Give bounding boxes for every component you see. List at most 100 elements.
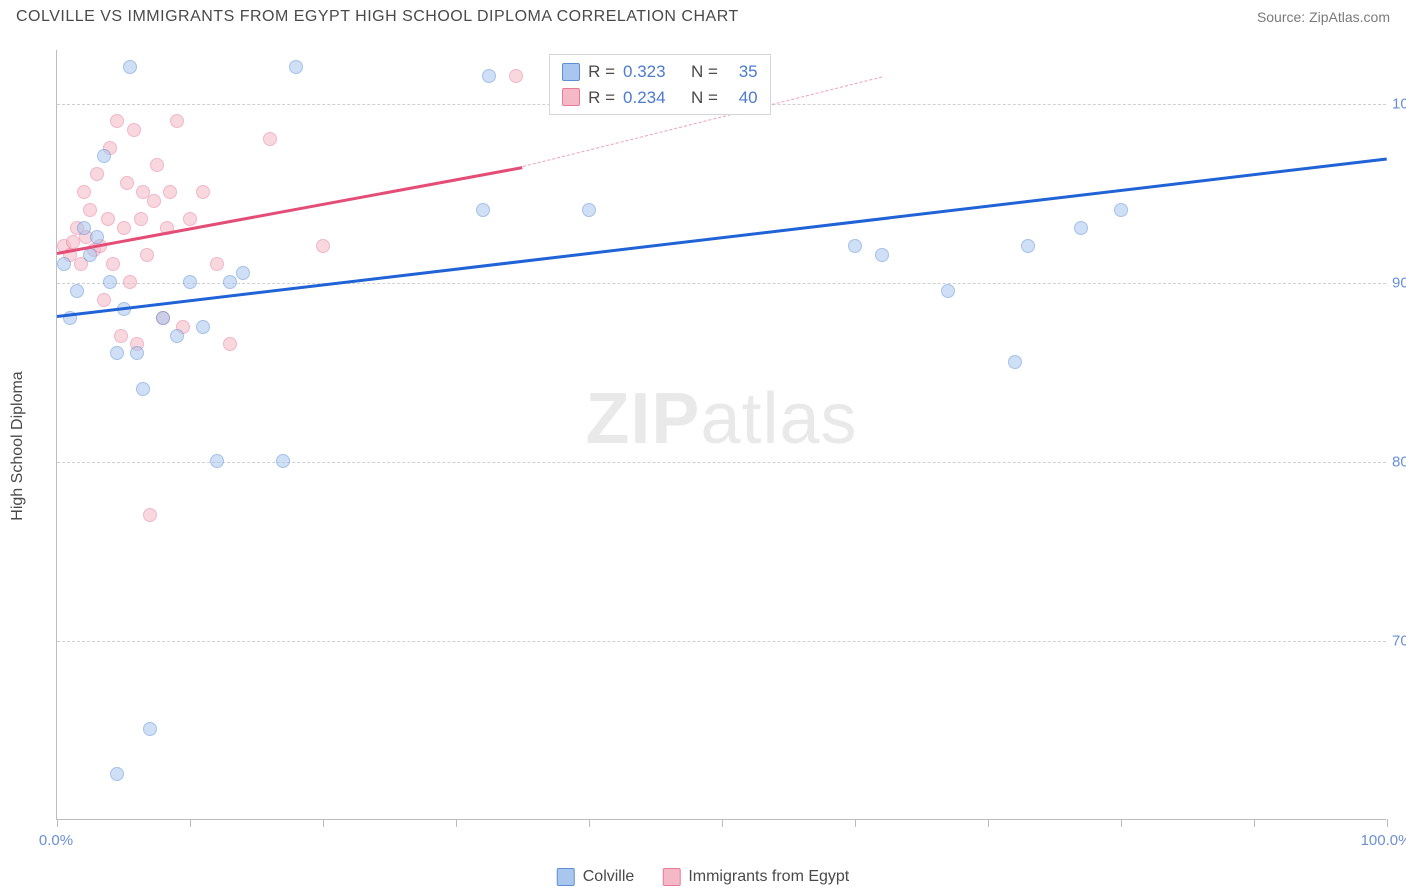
legend-bottom: Colville Immigrants from Egypt	[557, 868, 850, 886]
scatter-point-colville	[70, 284, 84, 298]
xtick	[988, 819, 989, 827]
xtick	[1387, 819, 1388, 827]
xtick	[456, 819, 457, 827]
scatter-point-egypt	[196, 185, 210, 199]
ytick-label: 90.0%	[1392, 274, 1406, 291]
legend-stats: R =0.323 N = 35R = 0.234 N = 40	[549, 54, 771, 115]
r-value-egypt: 0.234	[623, 85, 666, 111]
chart-header: COLVILLE VS IMMIGRANTS FROM EGYPT HIGH S…	[0, 0, 1406, 30]
scatter-point-colville	[57, 257, 71, 271]
ytick-label: 80.0%	[1392, 453, 1406, 470]
swatch-pink-icon	[562, 88, 580, 106]
scatter-point-egypt	[97, 293, 111, 307]
scatter-point-egypt	[140, 248, 154, 262]
scatter-point-colville	[183, 275, 197, 289]
xtick	[323, 819, 324, 827]
swatch-pink-icon	[662, 868, 680, 886]
scatter-point-colville	[103, 275, 117, 289]
n-value-colville: 35	[739, 59, 758, 85]
scatter-point-colville	[130, 346, 144, 360]
scatter-point-colville	[210, 454, 224, 468]
scatter-chart: ZIPatlas 70.0%80.0%90.0%100.0%R =0.323 N…	[56, 50, 1386, 820]
scatter-point-colville	[170, 329, 184, 343]
scatter-point-colville	[110, 346, 124, 360]
scatter-point-colville	[482, 69, 496, 83]
scatter-point-egypt	[134, 212, 148, 226]
scatter-point-colville	[110, 767, 124, 781]
scatter-point-colville	[196, 320, 210, 334]
scatter-point-egypt	[147, 194, 161, 208]
swatch-blue-icon	[557, 868, 575, 886]
scatter-point-colville	[1008, 355, 1022, 369]
scatter-point-egypt	[210, 257, 224, 271]
scatter-point-colville	[136, 382, 150, 396]
scatter-point-colville	[1021, 239, 1035, 253]
xtick	[1254, 819, 1255, 827]
chart-source: Source: ZipAtlas.com	[1257, 9, 1390, 25]
legend-label-egypt: Immigrants from Egypt	[688, 868, 849, 886]
ytick-label: 100.0%	[1392, 95, 1406, 112]
legend-item-egypt: Immigrants from Egypt	[662, 868, 849, 886]
chart-title: COLVILLE VS IMMIGRANTS FROM EGYPT HIGH S…	[16, 8, 739, 26]
xtick	[722, 819, 723, 827]
scatter-point-colville	[83, 248, 97, 262]
swatch-blue-icon	[562, 63, 580, 81]
scatter-point-egypt	[163, 185, 177, 199]
scatter-point-egypt	[117, 221, 131, 235]
scatter-point-colville	[223, 275, 237, 289]
scatter-point-egypt	[127, 123, 141, 137]
scatter-point-colville	[289, 60, 303, 74]
n-value-egypt: 40	[739, 85, 758, 111]
legend-item-colville: Colville	[557, 868, 635, 886]
scatter-point-egypt	[123, 275, 137, 289]
scatter-point-colville	[236, 266, 250, 280]
scatter-point-egypt	[170, 114, 184, 128]
legend-stats-row-colville: R =0.323 N = 35	[562, 59, 758, 85]
watermark-bold: ZIP	[585, 379, 700, 459]
scatter-point-colville	[941, 284, 955, 298]
scatter-point-egypt	[150, 158, 164, 172]
scatter-point-colville	[848, 239, 862, 253]
trendline-colville	[57, 157, 1387, 317]
scatter-point-egypt	[263, 132, 277, 146]
watermark-light: atlas	[700, 379, 857, 459]
scatter-point-colville	[156, 311, 170, 325]
scatter-point-colville	[875, 248, 889, 262]
legend-stats-row-egypt: R = 0.234 N = 40	[562, 85, 758, 111]
scatter-point-egypt	[316, 239, 330, 253]
scatter-point-egypt	[223, 337, 237, 351]
scatter-point-colville	[582, 203, 596, 217]
scatter-point-colville	[276, 454, 290, 468]
scatter-point-egypt	[83, 203, 97, 217]
gridline	[57, 641, 1386, 642]
n-label: N =	[691, 59, 718, 85]
scatter-point-egypt	[77, 185, 91, 199]
scatter-point-egypt	[101, 212, 115, 226]
ytick-label: 70.0%	[1392, 632, 1406, 649]
xtick	[1121, 819, 1122, 827]
scatter-point-colville	[123, 60, 137, 74]
scatter-point-egypt	[114, 329, 128, 343]
scatter-point-egypt	[110, 114, 124, 128]
n-label: N =	[691, 85, 718, 111]
scatter-point-colville	[476, 203, 490, 217]
scatter-point-egypt	[143, 508, 157, 522]
xtick	[190, 819, 191, 827]
r-label: R =	[588, 85, 615, 111]
xtick-label: 0.0%	[39, 832, 73, 849]
scatter-point-egypt	[106, 257, 120, 271]
watermark: ZIPatlas	[585, 378, 857, 460]
legend-label-colville: Colville	[583, 868, 635, 886]
xtick	[589, 819, 590, 827]
scatter-point-egypt	[183, 212, 197, 226]
scatter-point-colville	[97, 149, 111, 163]
scatter-point-colville	[1074, 221, 1088, 235]
scatter-point-colville	[1114, 203, 1128, 217]
scatter-point-egypt	[509, 69, 523, 83]
scatter-point-colville	[90, 230, 104, 244]
r-value-colville: 0.323	[623, 59, 666, 85]
gridline	[57, 462, 1386, 463]
xtick	[855, 819, 856, 827]
xtick	[57, 819, 58, 827]
y-axis-label: High School Diploma	[9, 371, 27, 520]
